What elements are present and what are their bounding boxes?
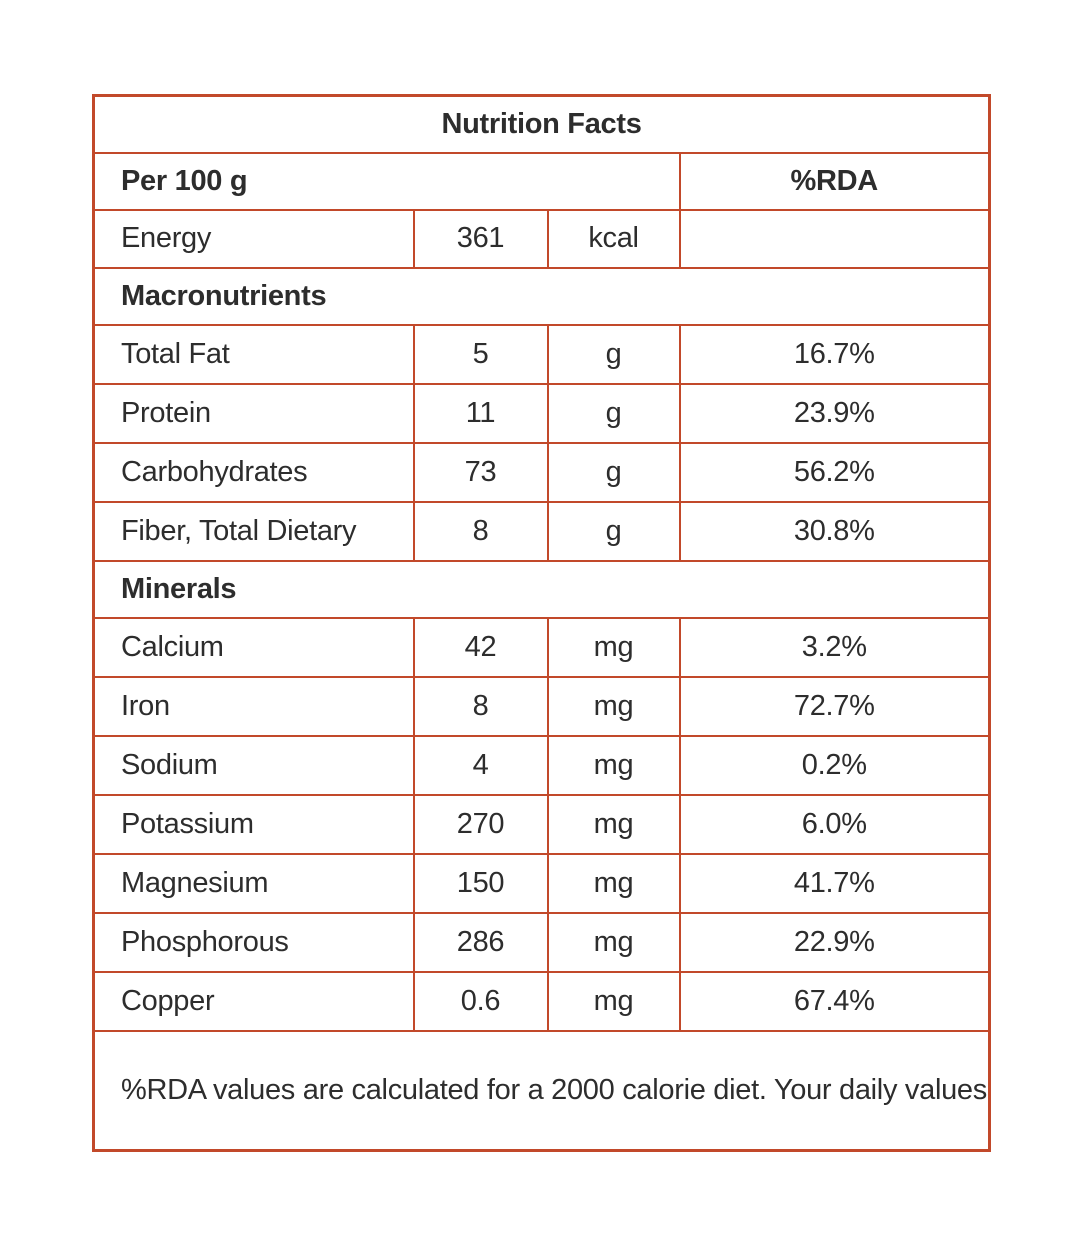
nutrient-value: 42	[412, 616, 549, 678]
minerals-section-row: Minerals	[92, 559, 991, 619]
nutrient-rda: 3.2%	[678, 616, 991, 678]
nutrient-value: 150	[412, 852, 549, 914]
macronutrients-section-row: Macronutrients	[92, 266, 991, 326]
rda-footnote: %RDA values are calculated for a 2000 ca…	[92, 1029, 991, 1152]
nutrient-unit: g	[546, 382, 681, 444]
nutrient-label: Sodium	[92, 734, 415, 796]
nutrient-rda: 0.2%	[678, 734, 991, 796]
nutrient-label: Magnesium	[92, 852, 415, 914]
nutrient-row: Carbohydrates 73 g 56.2%	[92, 441, 991, 503]
nutrient-unit: mg	[546, 734, 681, 796]
nutrient-rda: 56.2%	[678, 441, 991, 503]
nutrient-rda: 30.8%	[678, 500, 991, 562]
nutrient-row: Calcium 42 mg 3.2%	[92, 616, 991, 678]
nutrient-label: Carbohydrates	[92, 441, 415, 503]
nutrient-value: 73	[412, 441, 549, 503]
nutrient-rda: 6.0%	[678, 793, 991, 855]
nutrient-value: 11	[412, 382, 549, 444]
nutrient-rda: 41.7%	[678, 852, 991, 914]
nutrient-row: Fiber, Total Dietary 8 g 30.8%	[92, 500, 991, 562]
section-header-minerals: Minerals	[92, 559, 991, 619]
nutrient-value: 4	[412, 734, 549, 796]
nutrient-label: Fiber, Total Dietary	[92, 500, 415, 562]
nutrient-unit: mg	[546, 852, 681, 914]
nutrient-row: Sodium 4 mg 0.2%	[92, 734, 991, 796]
nutrient-rda	[678, 208, 991, 269]
nutrient-label: Total Fat	[92, 323, 415, 385]
nutrient-row: Potassium 270 mg 6.0%	[92, 793, 991, 855]
nutrient-rda: 16.7%	[678, 323, 991, 385]
nutrient-value: 361	[412, 208, 549, 269]
nutrient-unit: kcal	[546, 208, 681, 269]
nutrient-rda: 22.9%	[678, 911, 991, 973]
column-header-row: Per 100 g %RDA	[92, 151, 991, 211]
nutrient-unit: mg	[546, 911, 681, 973]
nutrient-rda: 67.4%	[678, 970, 991, 1032]
nutrient-row: Protein 11 g 23.9%	[92, 382, 991, 444]
nutrient-label: Phosphorous	[92, 911, 415, 973]
nutrient-label: Potassium	[92, 793, 415, 855]
nutrient-label: Energy	[92, 208, 415, 269]
serving-size-header: Per 100 g	[92, 151, 681, 211]
nutrient-rda: 23.9%	[678, 382, 991, 444]
nutrient-unit: mg	[546, 970, 681, 1032]
nutrient-row: Total Fat 5 g 16.7%	[92, 323, 991, 385]
footnote-row: %RDA values are calculated for a 2000 ca…	[92, 1029, 991, 1152]
nutrient-label: Calcium	[92, 616, 415, 678]
nutrient-value: 8	[412, 675, 549, 737]
nutrient-unit: mg	[546, 793, 681, 855]
nutrient-unit: g	[546, 500, 681, 562]
nutrient-row: Magnesium 150 mg 41.7%	[92, 852, 991, 914]
title-row: Nutrition Facts	[92, 94, 991, 154]
nutrient-rda: 72.7%	[678, 675, 991, 737]
table-title: Nutrition Facts	[92, 94, 991, 154]
nutrient-label: Copper	[92, 970, 415, 1032]
nutrient-row: Phosphorous 286 mg 22.9%	[92, 911, 991, 973]
nutrient-value: 270	[412, 793, 549, 855]
section-header-macronutrients: Macronutrients	[92, 266, 991, 326]
nutrient-label: Iron	[92, 675, 415, 737]
nutrient-row: Copper 0.6 mg 67.4%	[92, 970, 991, 1032]
nutrient-value: 286	[412, 911, 549, 973]
nutrient-unit: mg	[546, 675, 681, 737]
rda-column-header: %RDA	[678, 151, 991, 211]
energy-row: Energy 361 kcal	[92, 208, 991, 269]
nutrient-unit: g	[546, 323, 681, 385]
nutrient-label: Protein	[92, 382, 415, 444]
nutrient-value: 8	[412, 500, 549, 562]
nutrient-unit: mg	[546, 616, 681, 678]
nutrition-facts-table: Nutrition Facts Per 100 g %RDA Energy 36…	[92, 94, 991, 1152]
nutrient-value: 5	[412, 323, 549, 385]
nutrient-row: Iron 8 mg 72.7%	[92, 675, 991, 737]
nutrient-value: 0.6	[412, 970, 549, 1032]
nutrient-unit: g	[546, 441, 681, 503]
